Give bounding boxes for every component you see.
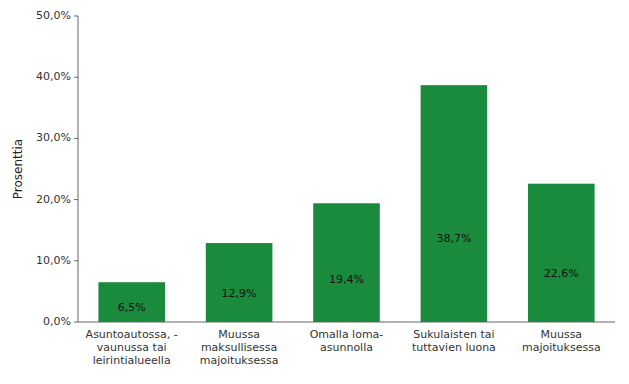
data-label: 22,6%: [544, 267, 579, 280]
page: {"chart_data": {"type": "bar", "categori…: [0, 0, 629, 384]
y-tick: [74, 77, 78, 78]
data-labels: 6,5% 12,9% 19,4% 38,7% 22,6%: [118, 232, 579, 314]
bar: [313, 203, 380, 322]
y-tick-label: 20,0%: [36, 193, 71, 206]
data-label: 38,7%: [436, 232, 471, 245]
data-label: 19,4%: [329, 273, 364, 286]
y-tick-label: 40,0%: [36, 70, 71, 83]
y-tick: [74, 138, 78, 139]
chart-svg: 6,5% 12,9% 19,4% 38,7% 22,6% 0,0% 10,0% 20,0% 30…: [0, 0, 629, 384]
y-tick: [74, 16, 78, 17]
x-tick-label-line: majoituksessa: [522, 341, 601, 354]
x-tick-label: Muussamajoituksessa: [522, 328, 601, 354]
x-tick-label-line: maksullisessa: [201, 341, 277, 354]
bar: [528, 184, 595, 322]
x-tick-label-line: tuttavien luona: [412, 341, 496, 354]
data-label: 12,9%: [222, 287, 257, 300]
bars: [98, 85, 594, 322]
x-tick-label-line: Sukulaisten tai: [413, 328, 494, 341]
x-tick-label: Omalla loma-asunnolla: [310, 328, 384, 354]
x-tick-label: Asuntoautossa, -vaunussa taileirintialue…: [86, 328, 178, 367]
bar: [206, 243, 273, 322]
y-axis-label: Prosenttia: [11, 139, 25, 199]
bar: [421, 85, 488, 322]
y-axis-line: [78, 16, 79, 322]
x-tick-label-line: vaunussa tai: [97, 341, 167, 354]
y-tick: [74, 199, 78, 200]
x-axis-line: [78, 322, 615, 323]
bar: [98, 282, 165, 322]
chart-container: 6,5% 12,9% 19,4% 38,7% 22,6% 0,0% 10,0% 20,0% 30…: [0, 0, 629, 384]
x-tick-label-line: Asuntoautossa, -: [86, 328, 178, 341]
x-tick-label-line: asunnolla: [320, 341, 373, 354]
x-tick-label-line: Muussa: [218, 328, 260, 341]
y-tick-label: 30,0%: [36, 131, 71, 144]
x-tick-label-line: majoituksessa: [200, 354, 279, 367]
y-tick-label: 50,0%: [36, 9, 71, 22]
y-ticks: 0,0% 10,0% 20,0% 30,0% 40,0% 50,0%: [36, 9, 78, 328]
x-ticks: Asuntoautossa, -vaunussa taileirintialue…: [86, 328, 601, 367]
data-label: 6,5%: [118, 301, 146, 314]
x-tick-label-line: Muussa: [540, 328, 582, 341]
y-tick-label: 0,0%: [43, 315, 71, 328]
x-tick-label-line: leirintialueella: [93, 354, 171, 367]
x-tick-label-line: Omalla loma-: [310, 328, 384, 341]
x-tick-label: Sukulaisten taituttavien luona: [412, 328, 496, 354]
y-tick: [74, 260, 78, 261]
y-tick-label: 10,0%: [36, 254, 71, 267]
x-tick-label: Muussamaksullisessamajoituksessa: [200, 328, 279, 367]
y-tick: [74, 322, 78, 323]
